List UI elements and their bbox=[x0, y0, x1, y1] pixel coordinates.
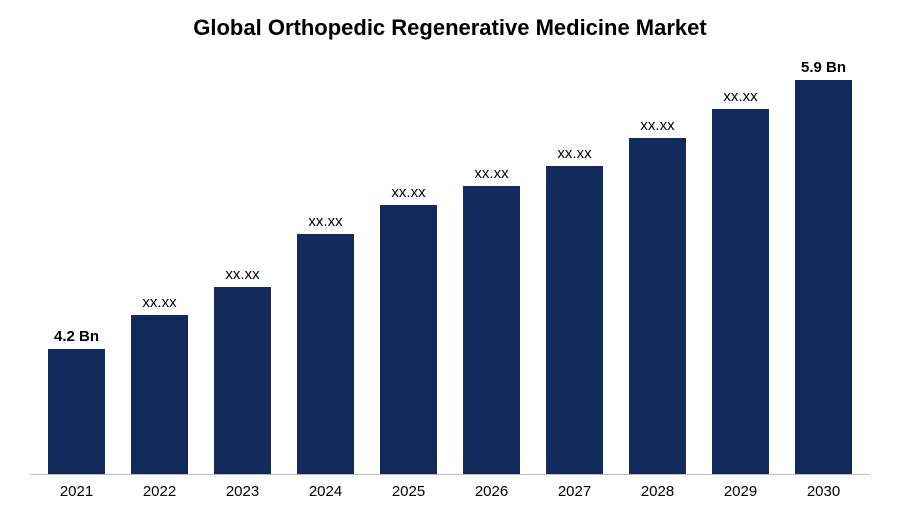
bar-group: xx.xx bbox=[284, 51, 367, 474]
x-axis-tick: 2021 bbox=[35, 483, 118, 500]
plot-area: 4.2 Bn xx.xx xx.xx xx.xx xx.xx xx.xx xx.xx xx.x… bbox=[30, 51, 870, 475]
x-axis-tick: 2027 bbox=[533, 483, 616, 500]
bar-value-label: xx.xx bbox=[474, 165, 508, 182]
bar-group: xx.xx bbox=[201, 51, 284, 474]
x-axis-tick: 2029 bbox=[699, 483, 782, 500]
x-axis-tick: 2025 bbox=[367, 483, 450, 500]
bar bbox=[546, 166, 602, 474]
bar bbox=[463, 186, 519, 474]
bar-value-label: xx.xx bbox=[142, 294, 176, 311]
x-axis-tick: 2024 bbox=[284, 483, 367, 500]
bar-group: xx.xx bbox=[367, 51, 450, 474]
bar-value-label: 4.2 Bn bbox=[54, 328, 99, 345]
bar-value-label: xx.xx bbox=[557, 145, 591, 162]
bar-group: 5.9 Bn bbox=[782, 51, 865, 474]
x-axis-tick: 2023 bbox=[201, 483, 284, 500]
bar-value-label: xx.xx bbox=[225, 266, 259, 283]
x-axis: 2021202220232024202520262027202820292030 bbox=[30, 475, 870, 500]
bar-value-label: xx.xx bbox=[640, 117, 674, 134]
bar bbox=[131, 315, 187, 474]
bar bbox=[380, 205, 436, 474]
bar-value-label: 5.9 Bn bbox=[801, 59, 846, 76]
x-axis-tick: 2026 bbox=[450, 483, 533, 500]
bar-group: xx.xx bbox=[699, 51, 782, 474]
bar-value-label: xx.xx bbox=[723, 88, 757, 105]
bar bbox=[297, 234, 353, 474]
bar bbox=[629, 138, 685, 474]
bar-group: xx.xx bbox=[118, 51, 201, 474]
bar-group: xx.xx bbox=[533, 51, 616, 474]
x-axis-tick: 2028 bbox=[616, 483, 699, 500]
bar-value-label: xx.xx bbox=[308, 213, 342, 230]
bar-value-label: xx.xx bbox=[391, 184, 425, 201]
chart-title: Global Orthopedic Regenerative Medicine … bbox=[30, 15, 870, 41]
bar-group: 4.2 Bn bbox=[35, 51, 118, 474]
bar bbox=[214, 287, 270, 474]
bar bbox=[712, 109, 768, 474]
x-axis-tick: 2022 bbox=[118, 483, 201, 500]
bar bbox=[795, 80, 851, 474]
bar-group: xx.xx bbox=[450, 51, 533, 474]
bar-group: xx.xx bbox=[616, 51, 699, 474]
bar bbox=[48, 349, 104, 474]
x-axis-tick: 2030 bbox=[782, 483, 865, 500]
chart-container: Global Orthopedic Regenerative Medicine … bbox=[0, 0, 900, 525]
